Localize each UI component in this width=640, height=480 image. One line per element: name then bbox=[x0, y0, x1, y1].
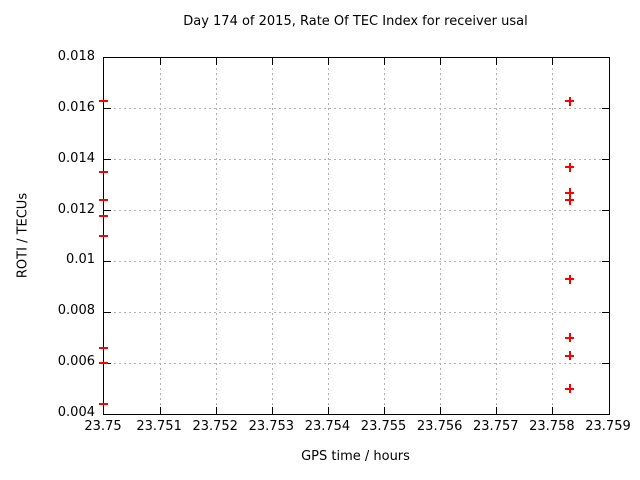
x-tick-mark bbox=[440, 407, 442, 414]
y-tick-mark bbox=[104, 210, 111, 212]
data-point-marker plus-marker-icon bbox=[99, 362, 108, 365]
x-gridline bbox=[327, 58, 329, 414]
y-tick-mark bbox=[602, 159, 609, 161]
x-axis-title: GPS time / hours bbox=[301, 449, 410, 464]
x-tick-label: 23.75 bbox=[84, 419, 122, 434]
x-tick-mark bbox=[327, 58, 329, 65]
x-tick-mark bbox=[496, 407, 498, 414]
data-point-marker plus-marker-icon bbox=[565, 162, 575, 172]
y-gridline bbox=[104, 362, 609, 364]
x-tick-label: 23.756 bbox=[416, 419, 463, 434]
y-gridline bbox=[104, 108, 609, 110]
y-gridline bbox=[104, 260, 609, 262]
y-tick-label: 0.006 bbox=[57, 354, 95, 370]
data-point-marker plus-marker-icon bbox=[99, 171, 108, 174]
plot-area bbox=[99, 57, 610, 415]
data-point-marker plus-marker-icon bbox=[99, 346, 108, 349]
x-tick-mark bbox=[159, 58, 161, 65]
x-tick-mark bbox=[496, 58, 498, 65]
y-gridline bbox=[104, 159, 609, 161]
data-point-marker plus-marker-icon bbox=[99, 235, 108, 237]
data-point-marker plus-marker-icon bbox=[99, 402, 108, 405]
x-tick-mark bbox=[384, 407, 386, 414]
data-point-marker plus-marker-icon bbox=[99, 214, 108, 217]
x-gridline bbox=[271, 58, 273, 414]
y-tick-label: 0.014 bbox=[57, 150, 95, 166]
data-point-marker plus-marker-icon bbox=[565, 333, 575, 343]
data-point-marker plus-marker-icon bbox=[565, 384, 575, 394]
x-tick-mark bbox=[215, 58, 217, 65]
y-tick-mark bbox=[104, 260, 111, 262]
x-gridline bbox=[496, 58, 498, 414]
x-tick-mark bbox=[215, 407, 217, 414]
y-gridline bbox=[104, 210, 609, 212]
x-tick-mark bbox=[159, 407, 161, 414]
y-tick-mark bbox=[602, 260, 609, 262]
x-tick-label: 23.754 bbox=[304, 419, 351, 434]
x-tick-label: 23.751 bbox=[136, 419, 182, 434]
data-point-marker plus-marker-icon bbox=[565, 195, 575, 205]
y-tick-label: 0.01 bbox=[66, 252, 95, 268]
y-gridline bbox=[104, 311, 609, 313]
data-point-marker plus-marker-icon bbox=[565, 96, 575, 106]
y-tick-label: 0.018 bbox=[57, 49, 95, 64]
data-point-marker plus-marker-icon bbox=[99, 100, 108, 103]
y-tick-label: 0.012 bbox=[57, 201, 95, 217]
y-tick-label: 0.004 bbox=[57, 405, 95, 420]
x-gridline bbox=[384, 58, 386, 414]
y-tick-label: 0.008 bbox=[57, 303, 95, 319]
chart-title: Day 174 of 2015, Rate Of TEC Index for r… bbox=[183, 14, 528, 29]
data-point-marker plus-marker-icon bbox=[565, 188, 575, 198]
x-tick-mark bbox=[271, 407, 273, 414]
x-tick-label: 23.757 bbox=[473, 419, 519, 434]
data-point-marker plus-marker-icon bbox=[99, 199, 108, 202]
y-tick-mark bbox=[104, 108, 111, 110]
x-tick-mark bbox=[440, 58, 442, 65]
x-tick-mark bbox=[384, 58, 386, 65]
x-tick-mark bbox=[552, 58, 554, 65]
y-tick-label: 0.016 bbox=[57, 99, 95, 115]
x-gridline bbox=[215, 58, 217, 414]
y-tick-mark bbox=[602, 362, 609, 364]
x-tick-label: 23.755 bbox=[360, 419, 407, 434]
y-tick-mark bbox=[104, 159, 111, 161]
y-tick-mark bbox=[602, 210, 609, 212]
data-point-marker plus-marker-icon bbox=[565, 351, 575, 360]
y-tick-mark bbox=[104, 311, 111, 313]
y-tick-mark bbox=[602, 311, 609, 313]
x-tick-mark bbox=[271, 58, 273, 65]
x-tick-label: 23.753 bbox=[248, 419, 295, 434]
y-axis-title: ROTI / TECUs bbox=[15, 192, 31, 279]
data-point-marker plus-marker-icon bbox=[565, 274, 575, 284]
x-tick-label: 23.752 bbox=[192, 419, 238, 434]
x-gridline bbox=[159, 58, 161, 414]
x-tick-mark bbox=[552, 407, 554, 414]
x-tick-label: 23.758 bbox=[529, 419, 575, 434]
x-tick-mark bbox=[327, 407, 329, 414]
x-gridline bbox=[440, 58, 442, 414]
x-gridline bbox=[552, 58, 554, 414]
y-tick-mark bbox=[602, 108, 609, 110]
x-tick-label: 23.759 bbox=[585, 419, 631, 434]
